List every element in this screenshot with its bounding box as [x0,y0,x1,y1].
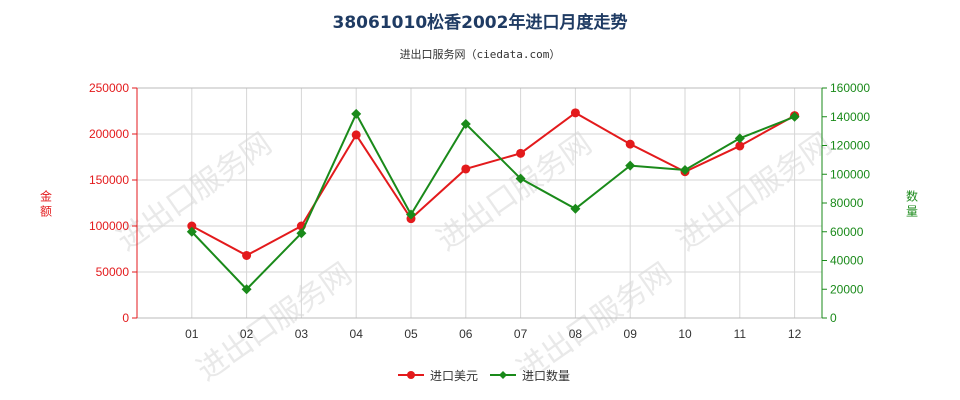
x-tick-label: 09 [624,327,638,341]
x-tick-label: 08 [569,327,583,341]
x-tick-label: 10 [678,327,692,341]
series-line-right [191,111,795,291]
data-point [461,164,471,174]
data-point [515,173,526,184]
right-tick-label: 60000 [830,225,864,239]
legend-marker [407,371,415,379]
right-tick-label: 40000 [830,254,864,268]
right-tick-label: 20000 [830,282,864,296]
right-tick-label: 140000 [830,110,870,124]
x-tick-label: 03 [295,327,309,341]
data-point [351,108,362,119]
data-point [516,148,526,158]
right-tick-label: 160000 [830,81,870,95]
data-point [241,284,252,295]
right-tick-label: 0 [830,311,837,325]
x-tick-label: 06 [459,327,473,341]
watermark-text: 进出口服务网 [671,126,839,258]
left-tick-label: 200000 [89,127,129,141]
axis-title-char: 数 [906,189,918,204]
data-point [735,141,745,151]
axes: 0 50000 100000 150000 200000 250000 0 20000 4000… [40,81,918,341]
left-tick-label: 0 [122,311,129,325]
legend-label: 进口美元 [430,369,478,383]
series-line-left [191,111,796,257]
watermark-text: 进出口服务网 [191,256,359,388]
series-layer [186,108,800,295]
legend: 进口美元 进口数量 [398,368,570,383]
right-tick-label: 80000 [830,196,864,210]
left-axis-title: 金额 [40,189,52,219]
axis-title-char: 额 [40,205,52,219]
data-point [625,160,636,171]
watermark-text: 进出口服务网 [111,126,279,258]
chart-subtitle: 进出口服务网（ciedata.com） [399,48,561,61]
x-tick-label: 02 [240,327,254,341]
data-point [406,209,416,220]
data-point [789,111,800,122]
legend-marker [499,371,507,379]
left-tick-label: 50000 [96,265,130,279]
x-tick-label: 12 [788,327,802,341]
watermark-text: 进出口服务网 [431,126,599,258]
data-point [351,130,361,140]
data-point [242,250,252,260]
data-point [186,226,197,237]
left-tick-label: 150000 [89,173,129,187]
data-point [187,221,197,231]
right-axis-title: 数量 [906,189,918,219]
left-tick-label: 250000 [89,81,129,95]
data-point [296,228,307,239]
data-point [570,108,580,118]
right-tick-label: 120000 [830,139,870,153]
x-tick-label: 01 [185,327,199,341]
chart-title: 38061010松香2002年进口月度走势 [332,13,628,33]
data-point [460,118,471,129]
x-tick-label: 04 [350,327,364,341]
left-tick-label: 100000 [89,219,129,233]
x-tick-label: 05 [404,327,418,341]
axis-title-char: 金 [40,189,52,204]
legend-label: 进口数量 [522,368,570,383]
right-tick-label: 100000 [830,167,870,181]
data-point [734,133,745,144]
data-point [625,139,635,149]
x-tick-label: 11 [734,327,747,341]
data-point [570,203,581,214]
x-tick-label: 07 [514,327,528,341]
axis-title-char: 量 [906,205,918,219]
data-point [680,164,690,175]
